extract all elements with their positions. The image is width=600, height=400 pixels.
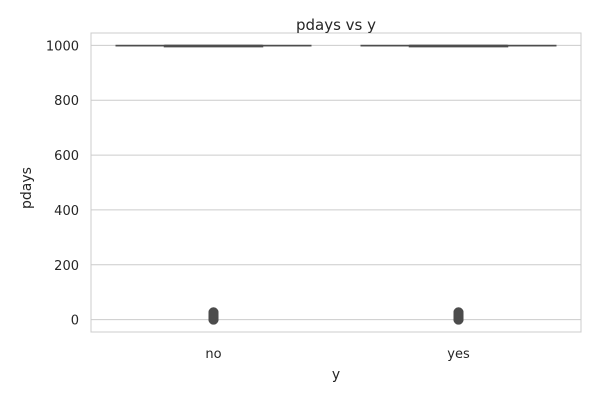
x-axis-label: y [332,367,340,383]
y-tick-labels: 0 200 400 600 800 1000 [46,39,79,328]
y-tick-label: 1000 [46,39,79,54]
plot-frame [90,32,582,333]
box-no [115,44,312,325]
y-tick-label: 400 [54,204,79,219]
outlier-point [208,307,219,318]
grid-lines [91,44,581,321]
box-yes [360,44,557,325]
y-tick-label: 800 [54,94,79,109]
y-tick-label: 600 [54,149,79,164]
x-tick-labels: no yes [205,347,470,362]
y-tick-label: 0 [71,314,79,329]
y-tick-label: 200 [54,259,79,274]
outlier-point [453,307,464,318]
x-tick-label: no [205,347,221,362]
y-axis-label: pdays [19,167,35,209]
box-marks [115,44,557,325]
chart-title: pdays vs y [296,16,376,34]
x-tick-label: yes [447,347,470,362]
